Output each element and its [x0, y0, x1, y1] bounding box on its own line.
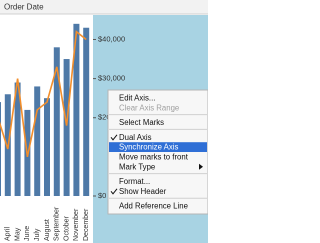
menu-item[interactable]: Move marks to front — [119, 152, 189, 161]
header-bar — [0, 0, 208, 14]
bar — [14, 82, 21, 196]
line — [0, 30, 87, 158]
menu-item: Clear Axis Range — [119, 103, 179, 112]
bar — [63, 59, 70, 196]
bar — [53, 47, 60, 196]
menu-item[interactable]: Select Marks — [119, 118, 164, 127]
x-tick-label: July — [34, 228, 41, 241]
check-icon — [110, 188, 118, 195]
menu-item[interactable]: Mark Type — [119, 162, 155, 171]
x-tick-label: December — [83, 208, 90, 241]
bar — [0, 102, 1, 196]
x-tick-label: June — [24, 226, 31, 241]
menu-item[interactable]: Synchronize Axis — [119, 143, 178, 152]
bar — [83, 27, 90, 196]
menu-highlight — [109, 142, 207, 152]
y-tick-label: $40,000 — [98, 34, 125, 43]
bar — [44, 98, 50, 196]
x-tick-label: November — [73, 208, 80, 241]
x-tick-label: October — [63, 215, 70, 241]
menu-item[interactable]: Format... — [119, 177, 150, 186]
bar — [73, 23, 80, 197]
x-tick-label: September — [54, 206, 61, 241]
x-tick-label: May — [14, 227, 21, 241]
bar — [34, 86, 41, 196]
check-icon — [110, 134, 118, 141]
menu-item[interactable]: Add Reference Line — [119, 202, 188, 211]
submenu-arrow — [199, 163, 203, 170]
menu-item[interactable]: Edit Axis... — [119, 93, 155, 102]
context-menu: Edit Axis...Clear Axis Range Select Marks… — [107, 89, 208, 215]
x-tick-label: August — [44, 219, 51, 241]
screenshot: Order Date $0$20,000$30,000$40,000AprilM… — [0, 0, 208, 243]
y-tick-label: $0 — [98, 191, 106, 200]
page: {"header": {"title": "Order Date"}, "cha… — [0, 0, 208, 243]
x-tick-label: April — [5, 227, 12, 241]
menu-item[interactable]: Dual Axis — [119, 133, 152, 142]
menu-item[interactable]: Show Header — [119, 187, 167, 196]
y-tick-label: $30,000 — [98, 74, 125, 83]
header-title: Order Date — [4, 3, 44, 12]
